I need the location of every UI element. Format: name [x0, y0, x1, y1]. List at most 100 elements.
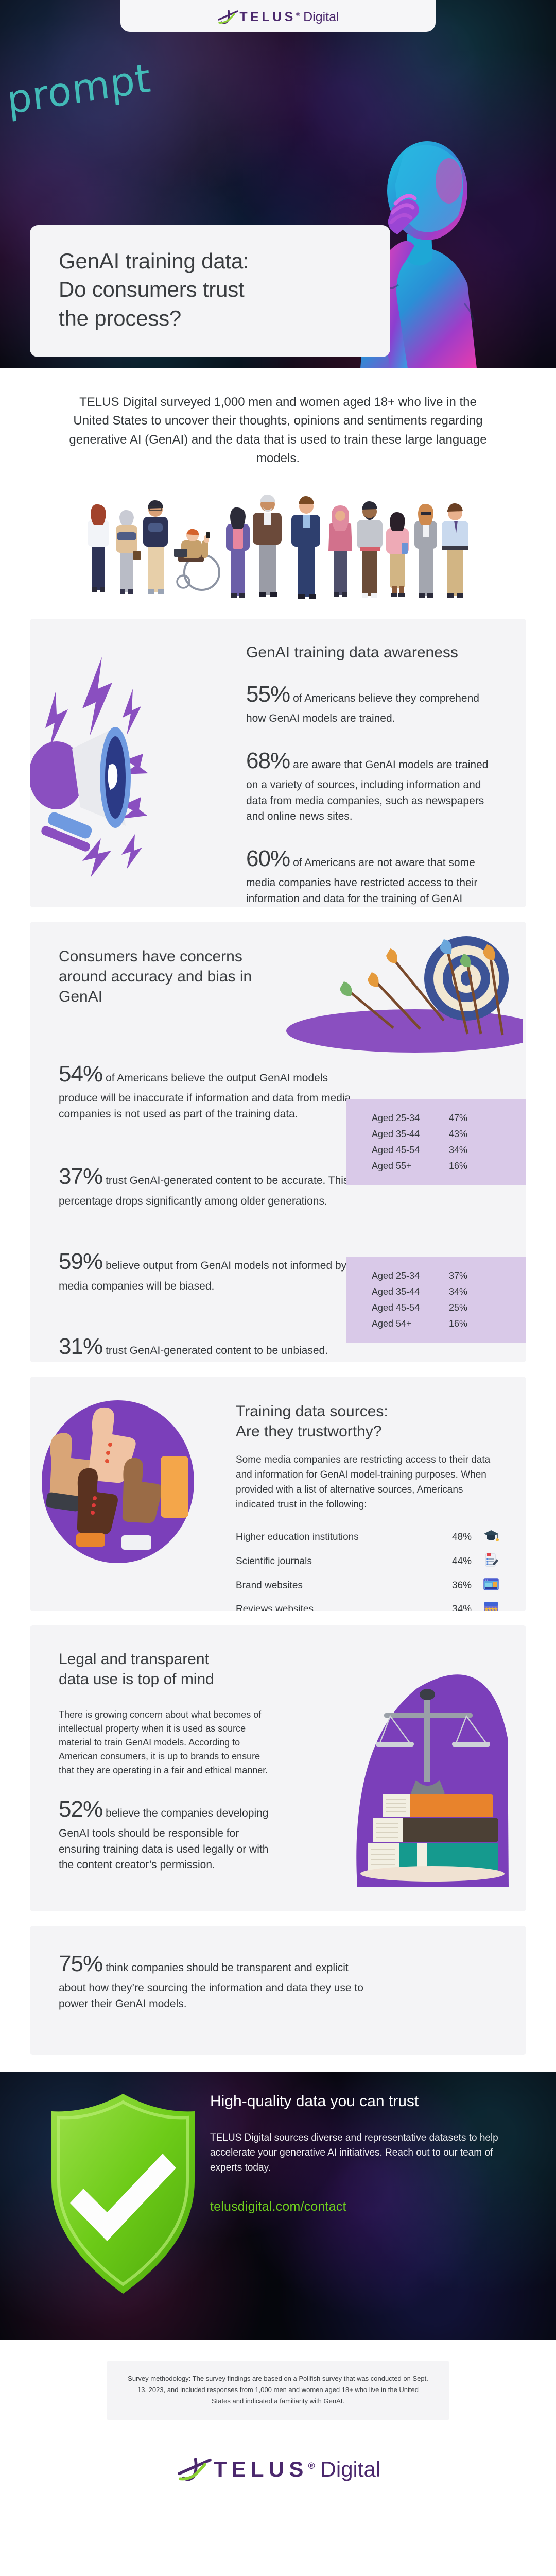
concerns-panel: Consumers have concerns around accuracy …	[30, 921, 526, 1362]
title-line-3: the process?	[59, 306, 182, 330]
stat-54-value: 54%	[59, 1061, 103, 1087]
intro-paragraph: TELUS Digital surveyed 1,000 men and wom…	[69, 395, 487, 466]
survey-methodology-note: Survey methodology: The survey findings …	[107, 2360, 449, 2421]
list-item: Brand websites 36%	[236, 1574, 501, 1598]
telus-wordmark: TELUS	[239, 9, 296, 24]
hero-section: prompt	[0, 0, 556, 368]
telus-swoosh-icon	[177, 2458, 212, 2481]
hero-logo-card: TELUS® Digital	[120, 0, 436, 32]
journal-pen-icon	[481, 1549, 501, 1574]
cta-section: High-quality data you can trust TELUS Di…	[0, 2072, 556, 2340]
age-value: 47%	[449, 1112, 468, 1123]
source-value: 48%	[451, 1532, 472, 1543]
registered-mark-footer: ®	[308, 2461, 315, 2471]
scales-and-books-illustration	[356, 1674, 509, 1887]
stat-68-value: 68%	[246, 748, 290, 773]
table-row: Aged 25-34 37%	[372, 1268, 526, 1284]
sources-heading: Training data sources: Are they trustwor…	[236, 1401, 501, 1442]
age-value: 34%	[449, 1286, 468, 1297]
stat-60-text: of Americans are not aware that some med…	[246, 856, 478, 905]
stat-54-text: of Americans believe the output GenAI mo…	[59, 1072, 351, 1120]
footer-logo: TELUS® Digital	[0, 2420, 556, 2529]
stat-52: 52% believe the companies developing GenA…	[59, 1793, 275, 1873]
telus-digital-logo: TELUS® Digital	[217, 9, 339, 25]
digital-wordmark: Digital	[303, 9, 339, 24]
source-label: Higher education institutions	[236, 1532, 359, 1543]
stat-60: 60% of Americans are not aware that some …	[246, 842, 497, 907]
age-label: Aged 45-54	[372, 1302, 420, 1313]
age-label: Aged 25-34	[372, 1270, 420, 1281]
stat-55-text: of Americans believe they comprehend how…	[246, 692, 479, 725]
people-row-icon	[88, 494, 468, 599]
awareness-content: GenAI training data awareness 55% of Amer…	[246, 642, 497, 907]
age-label: Aged 55+	[372, 1160, 412, 1171]
legal-heading: Legal and transparent data use is top of…	[59, 1649, 280, 1689]
stat-37: 37% trust GenAI-generated content to be a…	[59, 1160, 362, 1209]
stat-54: 54% of Americans believe the output GenAI…	[59, 1058, 362, 1123]
stat-31-value: 31%	[59, 1334, 103, 1360]
browser-http-icon	[481, 1574, 501, 1598]
stat-59-text: believe output from GenAI models not inf…	[59, 1260, 347, 1292]
intro-section: TELUS Digital surveyed 1,000 men and wom…	[0, 368, 556, 486]
age-label: Aged 35-44	[372, 1128, 420, 1139]
digital-wordmark-footer: Digital	[320, 2457, 381, 2482]
table-row: Aged 25-34 47%	[372, 1110, 526, 1126]
diverse-people-illustration	[0, 485, 556, 619]
age-value: 16%	[449, 1318, 468, 1329]
stat-60-value: 60%	[246, 845, 290, 871]
table-row: Aged 55+ 16%	[372, 1158, 526, 1174]
source-value: 44%	[451, 1556, 472, 1567]
table-row: Aged 35-44 34%	[372, 1284, 526, 1300]
stat-59-value: 59%	[59, 1249, 103, 1275]
stat-52-text: believe the companies developing GenAI t…	[59, 1807, 269, 1871]
stat-59: 59% believe output from GenAI models not …	[59, 1245, 362, 1294]
sources-list: Higher education institutions 48% Scient…	[236, 1526, 501, 1611]
age-label: Aged 25-34	[372, 1112, 420, 1123]
awareness-panel: GenAI training data awareness 55% of Amer…	[30, 618, 526, 907]
cta-heading: High-quality data you can trust	[210, 2092, 419, 2110]
cta-contact-link[interactable]: telusdigital.com/contact	[210, 2199, 346, 2214]
source-label: Reviews websites	[236, 1604, 314, 1611]
sources-lede: Some media companies are restricting acc…	[236, 1454, 491, 1510]
graduation-cap-icon	[481, 1526, 501, 1549]
age-value: 25%	[449, 1302, 468, 1313]
legal-heading-line-2: data use is top of mind	[59, 1670, 214, 1688]
table-row: Aged 45-54 34%	[372, 1142, 526, 1158]
stat-55: 55% of Americans believe they comprehend …	[246, 678, 497, 727]
title-line-1: GenAI training data:	[59, 248, 249, 273]
source-value: 34%	[451, 1604, 472, 1611]
age-breakdown-accuracy-table: Aged 25-34 47% Aged 35-44 43% Aged 45-54…	[346, 1098, 526, 1185]
stat-31: 31% trust GenAI-generated content to be u…	[59, 1330, 362, 1362]
age-value: 43%	[449, 1128, 468, 1139]
table-row: Aged 45-54 25%	[372, 1300, 526, 1316]
cta-body: TELUS Digital sources diverse and repres…	[210, 2132, 498, 2173]
table-row: Aged 54+ 16%	[372, 1316, 526, 1332]
awareness-heading: GenAI training data awareness	[246, 643, 458, 661]
archery-target-icon	[286, 936, 523, 1053]
legal-transparency-panel: Legal and transparent data use is top of…	[30, 1625, 526, 1911]
stat-75: 75% think companies should be transparent…	[59, 1947, 378, 2012]
transparency-panel: 75% think companies should be transparent…	[30, 1925, 526, 2055]
source-value: 36%	[451, 1580, 472, 1591]
telus-wordmark-footer: TELUS	[213, 2457, 308, 2482]
table-row: Aged 35-44 43%	[372, 1126, 526, 1142]
age-breakdown-bias-table: Aged 25-34 37% Aged 35-44 34% Aged 45-54…	[346, 1256, 526, 1343]
source-label: Scientific journals	[236, 1556, 312, 1567]
stat-75-text: think companies should be transparent an…	[59, 1961, 363, 2010]
background-prompt-word: prompt	[5, 55, 153, 123]
sources-heading-line-1: Training data sources:	[236, 1402, 388, 1420]
telus-swoosh-icon	[218, 10, 239, 24]
list-item: Scientific journals 44%	[236, 1549, 501, 1574]
star-rating-icon	[481, 1598, 501, 1611]
cta-content: High-quality data you can trust TELUS Di…	[210, 2093, 515, 2214]
training-data-sources-panel: Training data sources: Are they trustwor…	[30, 1376, 526, 1611]
title-line-2: Do consumers trust	[59, 277, 245, 302]
age-label: Aged 35-44	[372, 1286, 420, 1297]
stat-75-value: 75%	[59, 1951, 103, 1976]
methodology-text: Survey methodology: The survey findings …	[128, 2374, 428, 2405]
stat-68: 68% are aware that GenAI models are train…	[246, 744, 497, 825]
list-item: Higher education institutions 48%	[236, 1526, 501, 1549]
legal-content: There is growing concern about what beco…	[59, 1708, 275, 1873]
stat-68-text: are aware that GenAI models are trained …	[246, 758, 489, 823]
stat-55-value: 55%	[246, 681, 290, 707]
